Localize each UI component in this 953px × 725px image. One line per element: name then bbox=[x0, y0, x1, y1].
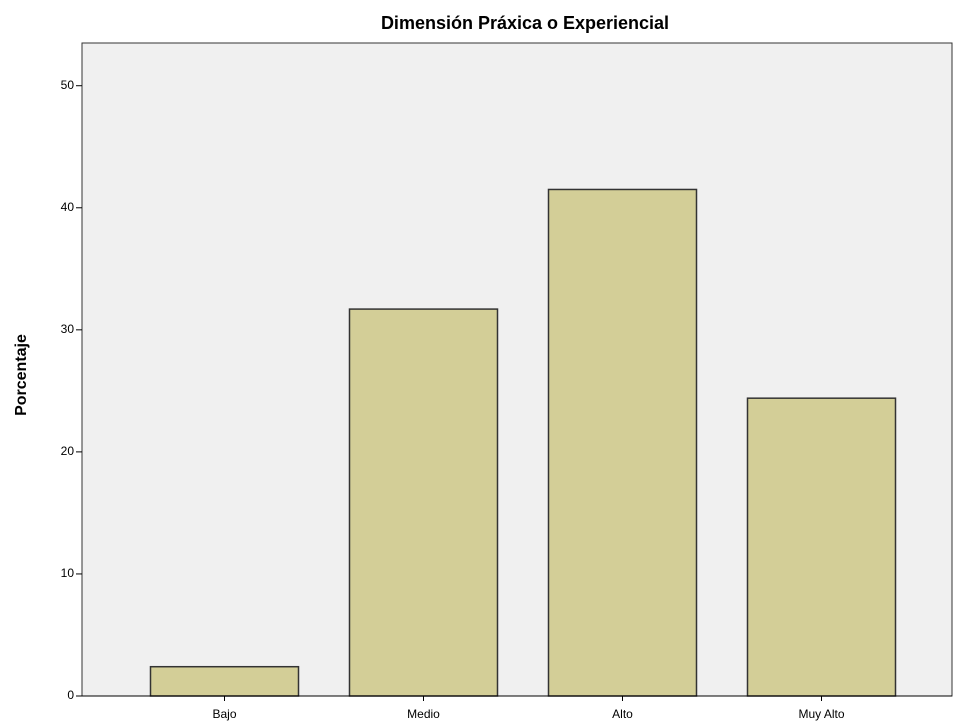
bar bbox=[547, 188, 698, 697]
y-tick-label: 0 bbox=[67, 688, 74, 702]
y-tick-label: 50 bbox=[61, 78, 75, 92]
y-tick-label: 10 bbox=[61, 566, 75, 580]
bar bbox=[149, 665, 300, 697]
bar bbox=[746, 397, 897, 697]
y-tick-label: 20 bbox=[61, 444, 75, 458]
x-tick-label: Bajo bbox=[212, 707, 236, 721]
y-tick-label: 40 bbox=[61, 200, 75, 214]
y-tick-label: 30 bbox=[61, 322, 75, 336]
x-tick-label: Muy Alto bbox=[798, 707, 844, 721]
chart-title: Dimensión Práxica o Experiencial bbox=[381, 13, 669, 33]
y-axis-label: Porcentaje bbox=[13, 334, 30, 416]
x-tick-label: Medio bbox=[407, 707, 440, 721]
x-tick-label: Alto bbox=[612, 707, 633, 721]
bar bbox=[348, 308, 499, 697]
